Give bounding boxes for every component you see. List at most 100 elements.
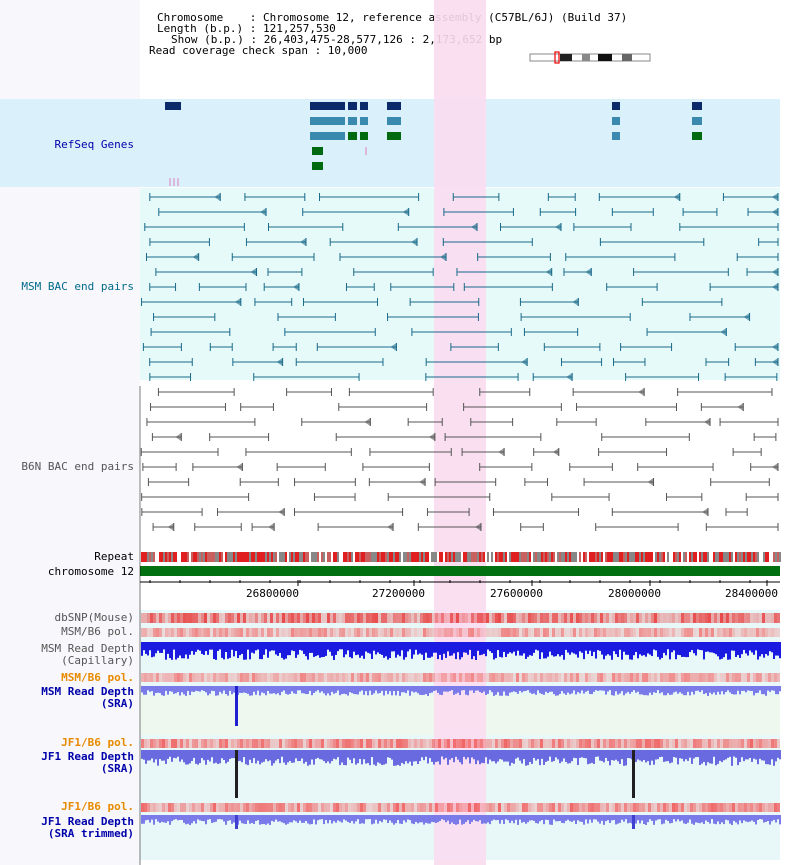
msm-b6-pol-cell: [261, 673, 264, 682]
jf1-b6-pol-cell: [144, 739, 147, 748]
dbsnp-cell: [420, 613, 423, 623]
msm-b6-pol-label-1[interactable]: MSM/B6 pol.: [61, 625, 134, 638]
jf1-trim-depth-bar: [507, 815, 509, 821]
msm-b6-pol-cell: [462, 628, 465, 637]
jf1-b6-pol-cell: [306, 739, 309, 748]
refseq-track-label[interactable]: RefSeq Genes: [54, 138, 134, 151]
refseq-gene: [360, 102, 368, 110]
msm-capillary-depth-bar: [617, 642, 619, 657]
jf1-trim-depth-bar: [193, 815, 195, 822]
repeat-cell: [705, 552, 707, 562]
dbsnp-cell: [252, 613, 255, 623]
dbsnp-cell: [471, 613, 474, 623]
jf1-b6-pol-cell: [759, 803, 762, 812]
jf1-trim-depth-bar: [615, 815, 617, 825]
msm-sra-depth-bar: [233, 686, 235, 693]
msm-capillary-depth-bar: [631, 642, 633, 660]
jf1-b6-pol-cell: [270, 739, 273, 748]
jf1-b6-pol-cell: [729, 739, 732, 748]
jf1-sra-depth-bar: [555, 750, 557, 758]
repeat-track-label[interactable]: Repeat: [94, 550, 134, 563]
jf1-b6-pol-cell: [612, 803, 615, 812]
msm-b6-pol-cell: [468, 628, 471, 637]
msm-b6-pol-cell: [453, 673, 456, 682]
msm-sra-depth-bar: [167, 686, 169, 695]
msm-sra-depth-bar-spike: [235, 686, 238, 726]
dbsnp-cell: [489, 613, 492, 623]
jf1-b6-pol-cell: [540, 739, 543, 748]
repeat-cell: [481, 552, 483, 562]
msm-sra-depth-bar: [283, 686, 285, 691]
jf1-b6-pol-cell: [570, 739, 573, 748]
jf1-trim-depth-bar: [757, 815, 759, 821]
msm-sra-depth-bar: [477, 686, 479, 691]
msm-sra-depth-bar: [357, 686, 359, 695]
msm-b6-pol-cell: [555, 673, 558, 682]
dbsnp-cell: [651, 613, 654, 623]
msm-bac-pair-arrow: [250, 268, 257, 276]
jf1-read-trim-label-1[interactable]: JF1 Read Depth: [41, 815, 134, 828]
jf1-trim-depth-bar: [359, 815, 361, 824]
jf1-trim-depth-bar: [401, 815, 403, 824]
msm-b6-pol-cell: [228, 673, 231, 682]
jf1-b6-pol-cell: [207, 739, 210, 748]
msm-capillary-depth-bar: [161, 642, 163, 653]
repeat-cell: [279, 552, 281, 562]
jf1-sra-depth-bar: [481, 750, 483, 763]
jf1-trim-depth-bar: [669, 815, 671, 824]
jf1-trim-depth-bar: [683, 815, 685, 824]
msm-b6-pol-cell: [303, 673, 306, 682]
dbsnp-track-label[interactable]: dbSNP(Mouse): [54, 611, 134, 624]
dbsnp-cell: [486, 613, 489, 623]
jf1-sra-depth-bar: [769, 750, 771, 765]
jf1-trim-depth-bar: [199, 815, 201, 821]
repeat-cell: [153, 552, 155, 562]
jf1-sra-depth-bar: [503, 750, 505, 762]
msm-b6-pol-cell: [363, 673, 366, 682]
msm-b6-pol-cell: [279, 673, 282, 682]
msm-sra-depth-bar: [147, 686, 149, 691]
jf1-b6-pol-cell: [660, 803, 663, 812]
jf1-sra-depth-bar: [159, 750, 161, 760]
msm-sra-depth-bar: [249, 686, 251, 696]
msm-b6-pol-label-2[interactable]: MSM/B6 pol.: [61, 671, 134, 684]
jf1-b6-pol-cell: [657, 803, 660, 812]
dbsnp-cell: [387, 613, 390, 623]
jf1-trim-depth-bar: [725, 815, 727, 820]
repeat-cell: [379, 552, 381, 562]
msm-sra-depth-bar: [143, 686, 145, 695]
jf1-b6-pol-cell: [363, 739, 366, 748]
msm-b6-pol-cell: [762, 628, 765, 637]
jf1-b6-pol-label-1[interactable]: JF1/B6 pol.: [61, 736, 134, 749]
msm-read-sra-label-1[interactable]: MSM Read Depth: [41, 685, 134, 698]
msm-capillary-depth-bar: [293, 642, 295, 652]
msm-capillary-depth-bar: [331, 642, 333, 656]
msm-sra-depth-bar: [317, 686, 319, 691]
jf1-trim-depth-bar: [307, 815, 309, 824]
jf1-trim-depth-bar: [389, 815, 391, 821]
jf1-trim-depth-bar: [197, 815, 199, 820]
jf1-sra-depth-bar: [713, 750, 715, 757]
repeat-cell: [161, 552, 163, 562]
repeat-cell: [413, 552, 415, 562]
msm-b6-pol-cell: [459, 673, 462, 682]
msm-capillary-depth-bar: [457, 642, 459, 653]
length-info: Length (b.p.) : 121,257,530: [157, 22, 336, 35]
jf1-trim-depth-bar: [283, 815, 285, 824]
msm-b6-pol-cell: [549, 628, 552, 637]
jf1-trim-depth-bar: [699, 815, 701, 824]
jf1-b6-pol-cell: [258, 739, 261, 748]
jf1-trim-depth-bar: [159, 815, 161, 823]
msm-capillary-depth-bar: [423, 642, 425, 660]
jf1-read-sra-label-1[interactable]: JF1 Read Depth: [41, 750, 134, 763]
jf1-sra-depth-bar: [403, 750, 405, 765]
jf1-b6-pol-label-2[interactable]: JF1/B6 pol.: [61, 800, 134, 813]
msm-capillary-depth-bar: [299, 642, 301, 650]
b6n-bac-track-label[interactable]: B6N BAC end pairs: [21, 460, 134, 473]
jf1-b6-pol-cell: [753, 803, 756, 812]
msm-read-cap-label-1[interactable]: MSM Read Depth: [41, 642, 134, 655]
jf1-trim-depth-bar: [351, 815, 353, 821]
msm-bac-track-label[interactable]: MSM BAC end pairs: [21, 280, 134, 293]
msm-capillary-depth-bar: [159, 642, 161, 653]
